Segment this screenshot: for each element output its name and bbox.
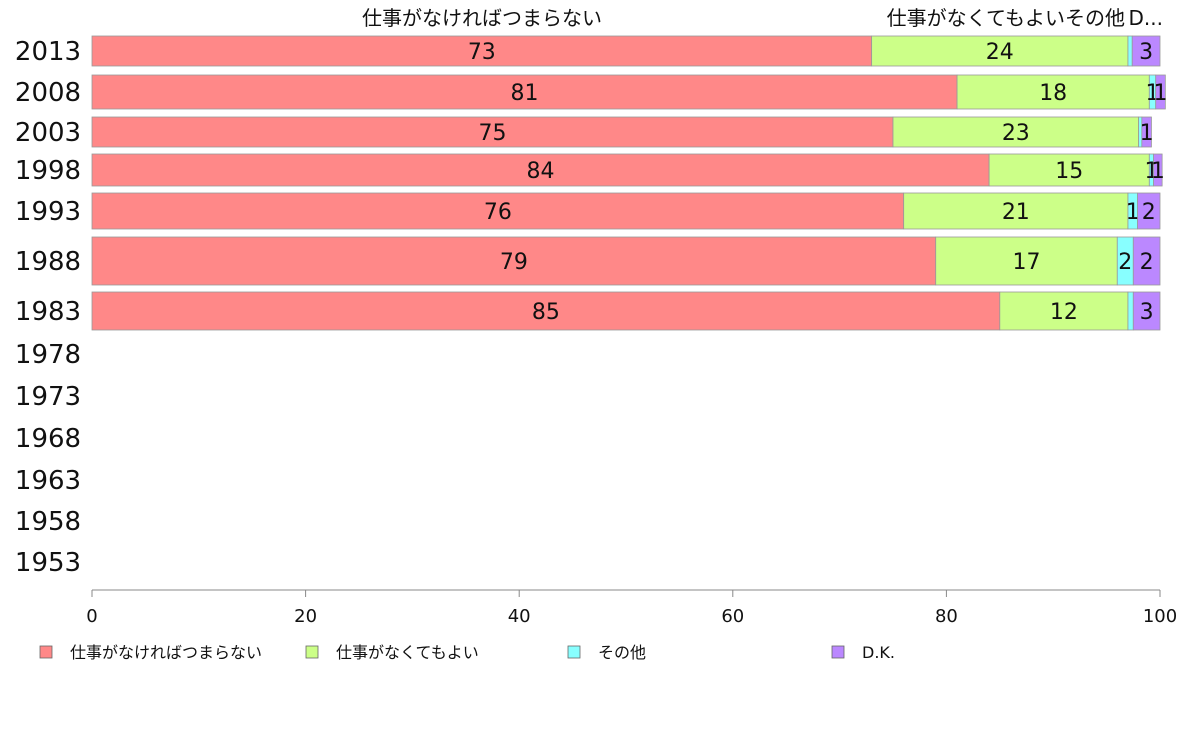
x-tick-label: 20	[294, 606, 317, 627]
value-label: 24	[986, 40, 1014, 65]
x-tick-label: 80	[935, 606, 958, 627]
value-label: 73	[468, 40, 496, 65]
x-tick-label: 40	[508, 606, 531, 627]
value-label: 85	[532, 300, 560, 325]
bar-segment	[892, 116, 1140, 148]
value-label: 3	[1139, 40, 1153, 65]
value-label: 79	[500, 250, 528, 275]
value-label: 12	[1050, 300, 1078, 325]
value-label: 75	[479, 121, 507, 146]
year-label: 2013	[15, 37, 81, 67]
value-label: 2	[1118, 250, 1132, 275]
top-series-label: D...	[1129, 6, 1163, 30]
value-label: 17	[1013, 250, 1041, 275]
bar-segment	[1127, 35, 1133, 67]
value-label: 2	[1142, 200, 1156, 225]
bar-segment	[1155, 74, 1166, 110]
bar-segment	[91, 74, 958, 110]
bar-segment	[999, 291, 1129, 331]
year-label: 1973	[15, 382, 81, 412]
bar-segment	[1127, 291, 1134, 331]
year-label: 2003	[15, 118, 81, 148]
value-label: 2	[1140, 250, 1154, 275]
legend-label: D.K.	[862, 643, 895, 662]
value-label: 23	[1002, 121, 1030, 146]
legend-label: 仕事がなくてもよい	[336, 643, 479, 662]
bar-segment	[1141, 116, 1152, 148]
value-label: 1	[1140, 121, 1154, 146]
year-label: 2008	[15, 78, 81, 108]
bar-segment	[1132, 291, 1161, 331]
year-label: 1988	[15, 247, 81, 277]
bar-segment	[1153, 153, 1163, 187]
legend-swatch	[567, 645, 581, 659]
value-label: 1	[1151, 159, 1165, 184]
legend-label: 仕事がなければつまらない	[70, 643, 262, 662]
legend-swatch	[39, 645, 53, 659]
year-label: 1978	[15, 340, 81, 370]
bar-segment	[91, 236, 937, 286]
x-tick-label: 100	[1143, 606, 1177, 627]
year-labels: 2013 2008 2003 1998 1993 1988 1983 1978 1973 1968…	[15, 37, 81, 578]
value-label: 1	[1126, 200, 1140, 225]
bar-segment	[91, 192, 905, 230]
bar-segment	[1131, 35, 1161, 67]
bar-segment	[1137, 192, 1161, 230]
bar-segment	[91, 291, 1001, 331]
year-label: 1998	[15, 156, 81, 186]
bar-segment	[91, 153, 990, 187]
year-label: 1983	[15, 297, 81, 327]
legend: 仕事がなければつまらない 仕事がなくてもよい その他 D.K.	[39, 643, 895, 662]
legend-label: その他	[598, 643, 646, 662]
x-tick-label: 60	[721, 606, 744, 627]
bar-segment	[935, 236, 1118, 286]
bar-segment	[988, 153, 1150, 187]
year-label: 1953	[15, 548, 81, 578]
value-label: 15	[1055, 159, 1083, 184]
bar-segment	[1132, 236, 1161, 286]
legend-swatch	[831, 645, 845, 659]
bar-segment	[956, 74, 1150, 110]
value-label: 84	[527, 159, 555, 184]
value-label: 21	[1002, 200, 1030, 225]
top-series-labels: 仕事がなければつまらない 仕事がなくてもよいその他 D...	[362, 6, 1163, 30]
legend-swatch	[305, 645, 319, 659]
top-series-label: 仕事がなければつまらない	[362, 6, 602, 30]
value-label: 3	[1140, 300, 1154, 325]
year-label: 1968	[15, 424, 81, 454]
value-label: 76	[484, 200, 512, 225]
value-label: 81	[511, 81, 539, 106]
value-label: 1	[1154, 81, 1168, 106]
value-label: 18	[1039, 81, 1067, 106]
year-label: 1963	[15, 466, 81, 496]
bar-segment	[871, 35, 1129, 67]
x-tick-label: 0	[86, 606, 97, 627]
top-series-label: 仕事がなくてもよいその他	[887, 6, 1125, 30]
bar-segment	[91, 35, 873, 67]
bar-segment	[91, 116, 894, 148]
x-axis: 0 20 40 60 80 100	[86, 589, 1177, 627]
year-label: 1993	[15, 197, 81, 227]
year-label: 1958	[15, 507, 81, 537]
